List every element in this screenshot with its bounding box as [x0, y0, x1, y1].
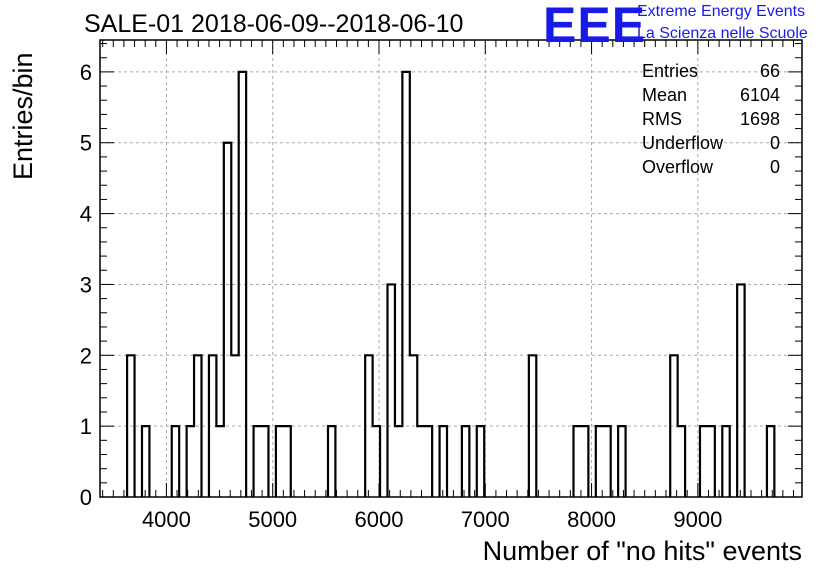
axis-ticks [100, 40, 802, 498]
stat-label: Underflow [642, 133, 724, 153]
histogram-bin [529, 355, 536, 497]
histogram-bin [239, 72, 246, 497]
histogram-bin [425, 426, 432, 497]
histogram-bin [172, 426, 179, 497]
histogram-bin [670, 355, 677, 497]
histogram-bin [231, 355, 238, 497]
stat-row-overflow: Overflow 0 [642, 155, 780, 179]
stat-value: 66 [759, 61, 780, 81]
histogram-bin [328, 426, 335, 497]
x-tick-label: 7000 [461, 507, 510, 532]
eee-logo-mark: EEE [543, 0, 647, 53]
stat-value: 0 [769, 157, 780, 177]
histogram-bin [678, 426, 685, 497]
histogram-bin [417, 426, 424, 497]
stat-label: RMS [642, 109, 682, 129]
histogram-bin [618, 426, 625, 497]
histogram-bin [395, 426, 402, 497]
y-tick-label: 3 [80, 272, 92, 297]
x-tick-label: 4000 [142, 507, 191, 532]
histogram-bin [707, 426, 714, 497]
y-tick-label: 1 [80, 414, 92, 439]
x-tick-label: 8000 [567, 507, 616, 532]
histogram-bin [767, 426, 774, 497]
y-axis-label: Entries/bin [8, 52, 38, 180]
histogram-bin [440, 426, 447, 497]
histogram-outline [126, 70, 776, 497]
histogram-bin [722, 426, 729, 497]
chart-title: SALE-01 2018-06-09--2018-06-10 [84, 10, 464, 38]
y-tick-label: 6 [80, 60, 92, 85]
histogram-bin [194, 355, 201, 497]
stat-label: Entries [642, 61, 699, 81]
stat-row-rms: RMS 1698 [642, 107, 780, 131]
stat-label: Overflow [642, 157, 714, 177]
y-tick-label: 2 [80, 343, 92, 368]
y-tick-label: 5 [80, 131, 92, 156]
histogram-bin [365, 355, 372, 497]
histogram-bin [142, 426, 149, 497]
stat-value: 0 [769, 133, 780, 153]
histogram-bin [209, 355, 216, 497]
histogram-bin [216, 426, 223, 497]
histogram-bars [126, 70, 776, 497]
histogram-bin [573, 426, 580, 497]
logo-line-2: La Scienza nelle Scuole [637, 25, 808, 42]
stat-value: 6104 [739, 85, 780, 105]
histogram-bin [224, 143, 231, 497]
histogram-bin [596, 426, 603, 497]
stat-label: Mean [642, 85, 688, 105]
stat-row-underflow: Underflow 0 [642, 131, 780, 155]
histogram-bin [603, 426, 610, 497]
x-tick-label: 5000 [248, 507, 297, 532]
histogram-bin [283, 426, 290, 497]
x-tick-label: 6000 [355, 507, 404, 532]
histogram-bin [276, 426, 283, 497]
histogram-bin [700, 426, 707, 497]
histogram-bin [410, 355, 417, 497]
plot-frame [99, 39, 803, 498]
x-axis-label: Number of "no hits" events [482, 536, 802, 566]
stat-row-entries: Entries 66 [642, 59, 780, 83]
stat-value: 1698 [739, 109, 780, 129]
histogram-bin [387, 284, 394, 497]
histogram-bin [462, 426, 469, 497]
y-tick-label: 4 [80, 202, 92, 227]
histogram-bin [737, 284, 744, 497]
histogram-bin [261, 426, 268, 497]
y-tick-label: 0 [80, 485, 92, 510]
logo-line-1: Extreme Energy Events [637, 3, 806, 20]
histogram-bin [254, 426, 261, 497]
histogram-bin [477, 426, 484, 497]
tick-labels: 4000 5000 6000 7000 8000 9000 0 1 2 3 4 5 6 [80, 60, 723, 532]
histogram-bin [127, 355, 134, 497]
histogram-bin [402, 72, 409, 497]
histogram-bin [187, 426, 194, 497]
x-tick-label: 9000 [673, 507, 722, 532]
stat-row-mean: Mean 6104 [642, 83, 780, 107]
histogram-bin [581, 426, 588, 497]
stats-box: Entries 66 Mean 6104 RMS 1698 Underflow … [642, 59, 780, 179]
